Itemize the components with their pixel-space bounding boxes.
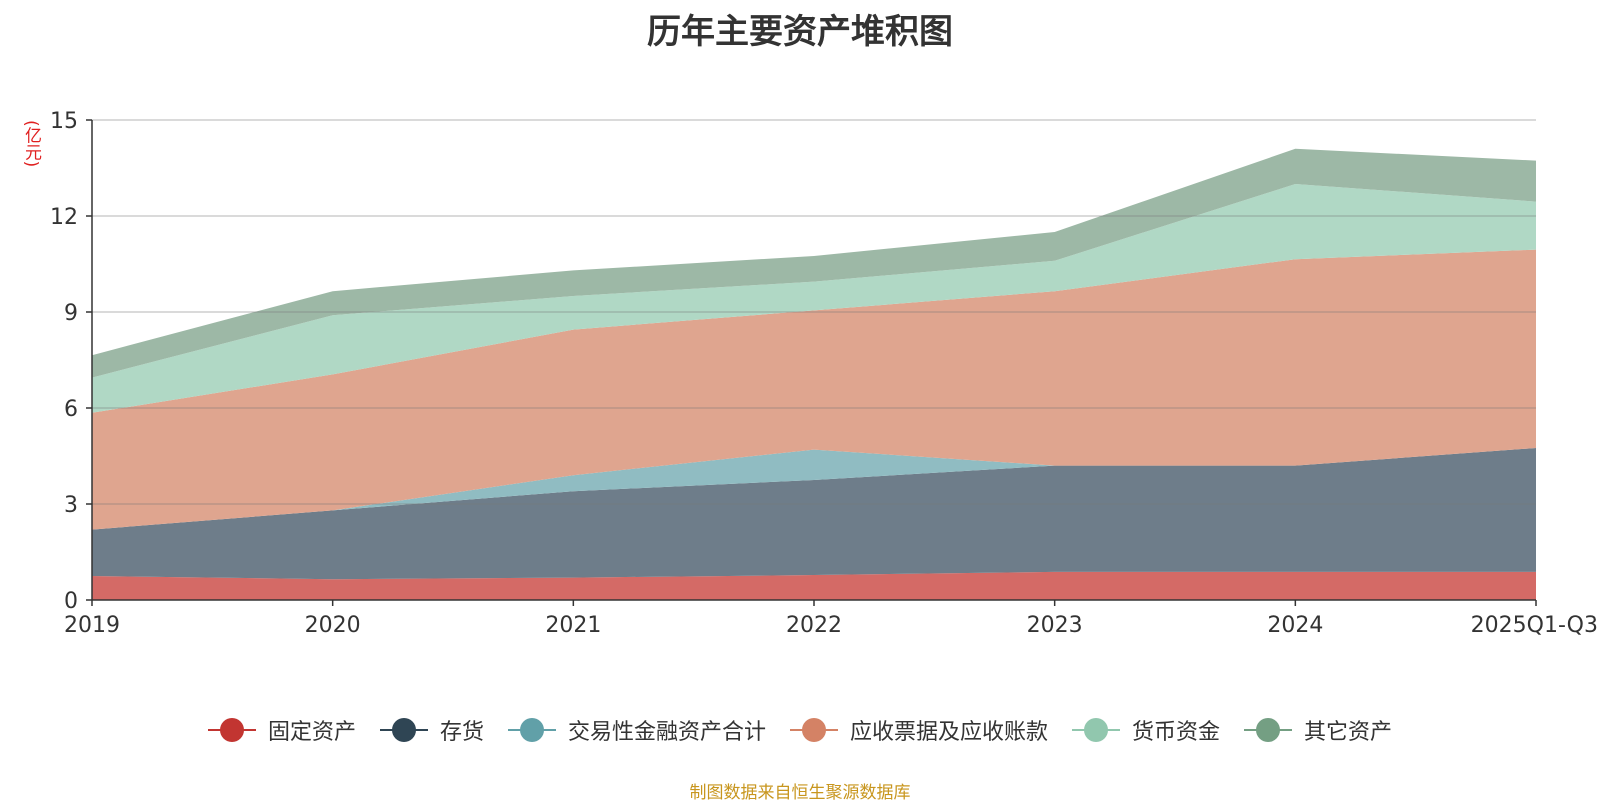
legend-marker-icon <box>507 718 556 742</box>
area-series-3 <box>92 249 1536 530</box>
x-tick-label: 2023 <box>1027 613 1083 638</box>
legend-label: 固定资产 <box>267 720 356 745</box>
legend-label: 其它资产 <box>1304 720 1393 745</box>
area-series-2 <box>92 448 1536 530</box>
legend-marker-icon <box>790 718 838 742</box>
legend-label: 货币资金 <box>1132 720 1221 745</box>
legend-dot-icon <box>219 718 244 742</box>
y-axis-unit: (亿元) <box>21 120 41 168</box>
legend-item[interactable]: 固定资产 <box>207 714 356 746</box>
area-series-4 <box>92 184 1536 413</box>
x-tick-label: 2021 <box>545 613 601 638</box>
legend-label: 存货 <box>439 720 484 745</box>
legend-marker-icon <box>207 718 256 742</box>
area-series-1 <box>92 448 1536 580</box>
legend-item[interactable]: 应收票据及应收账款 <box>790 714 1048 746</box>
legend-dot-icon <box>1084 718 1109 742</box>
y-tick-label: 6 <box>64 397 78 422</box>
legend-marker-icon <box>1072 718 1121 742</box>
legend-item[interactable]: 其它资产 <box>1244 714 1392 746</box>
y-tick-label: 15 <box>50 109 78 134</box>
x-tick-label: 2019 <box>64 613 120 638</box>
legend-marker-icon <box>379 718 428 742</box>
legend: 固定资产 存货 交易性金融资产合计 应收票据及应收账款 货币资金 其它资产 <box>0 714 1600 746</box>
legend-marker-icon <box>1244 718 1293 742</box>
legend-dot-icon <box>802 718 826 742</box>
y-tick-label: 12 <box>50 205 78 230</box>
y-tick-label: 0 <box>64 589 78 614</box>
x-tick-label: 2022 <box>786 613 842 638</box>
legend-dot-icon <box>1256 718 1281 742</box>
legend-item[interactable]: 交易性金融资产合计 <box>507 714 766 746</box>
legend-item[interactable]: 货币资金 <box>1072 714 1220 746</box>
legend-label: 应收票据及应收账款 <box>850 720 1049 745</box>
area-series-0 <box>92 571 1536 600</box>
chart-title: 历年主要资产堆积图 <box>647 12 953 52</box>
legend-item[interactable]: 存货 <box>379 714 484 746</box>
x-tick-label: 2020 <box>305 613 361 638</box>
data-source-note: 制图数据来自恒生聚源数据库 <box>689 783 911 803</box>
legend-dot-icon <box>519 718 544 742</box>
x-tick-label: 2024 <box>1267 613 1323 638</box>
area-series-5 <box>92 148 1536 378</box>
legend-dot-icon <box>391 718 416 742</box>
y-tick-label: 9 <box>64 301 78 326</box>
x-tick-label: 2025Q1-Q3 <box>1471 613 1598 638</box>
legend-label: 交易性金融资产合计 <box>567 720 766 745</box>
y-tick-label: 3 <box>64 493 78 518</box>
